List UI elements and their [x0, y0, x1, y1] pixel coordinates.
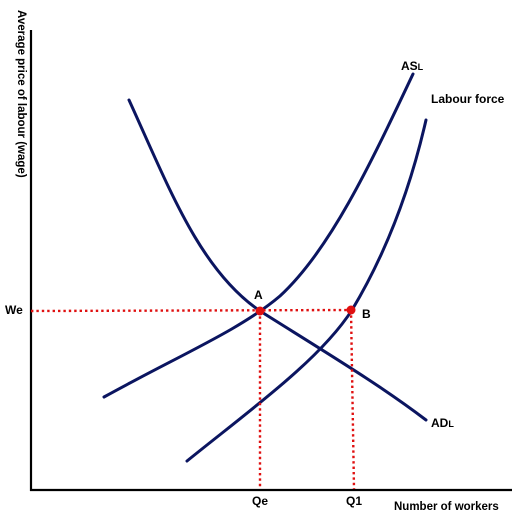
as-curve: [102, 72, 415, 399]
ad-curve: [127, 98, 428, 422]
qe-tick-label: Qe: [252, 494, 268, 508]
point-b-marker: [346, 305, 356, 315]
as-curve-label: ASL: [401, 59, 424, 73]
x-axis-label: Number of workers: [394, 501, 499, 513]
q1-tick-label: Q1: [346, 494, 362, 508]
point-b-label: B: [362, 307, 371, 321]
labour-force-curve-label: Labour force: [431, 92, 505, 106]
as-curve-label-sub: L: [418, 62, 424, 72]
q1-guide-line: [349, 309, 356, 490]
point-a-label: A: [254, 288, 263, 302]
ad-curve-label-sub: L: [448, 419, 454, 429]
labour-force-curve: [185, 118, 428, 463]
ad-curve-label: ADL: [431, 416, 454, 430]
we-guide-line: [30, 308, 352, 313]
as-curve-label-main: AS: [401, 59, 418, 73]
we-tick-label: We: [5, 303, 23, 317]
ad-curve-label-main: AD: [431, 416, 449, 430]
point-a-marker: [255, 306, 265, 316]
y-axis-label: Average price of labour (wage): [15, 10, 27, 178]
